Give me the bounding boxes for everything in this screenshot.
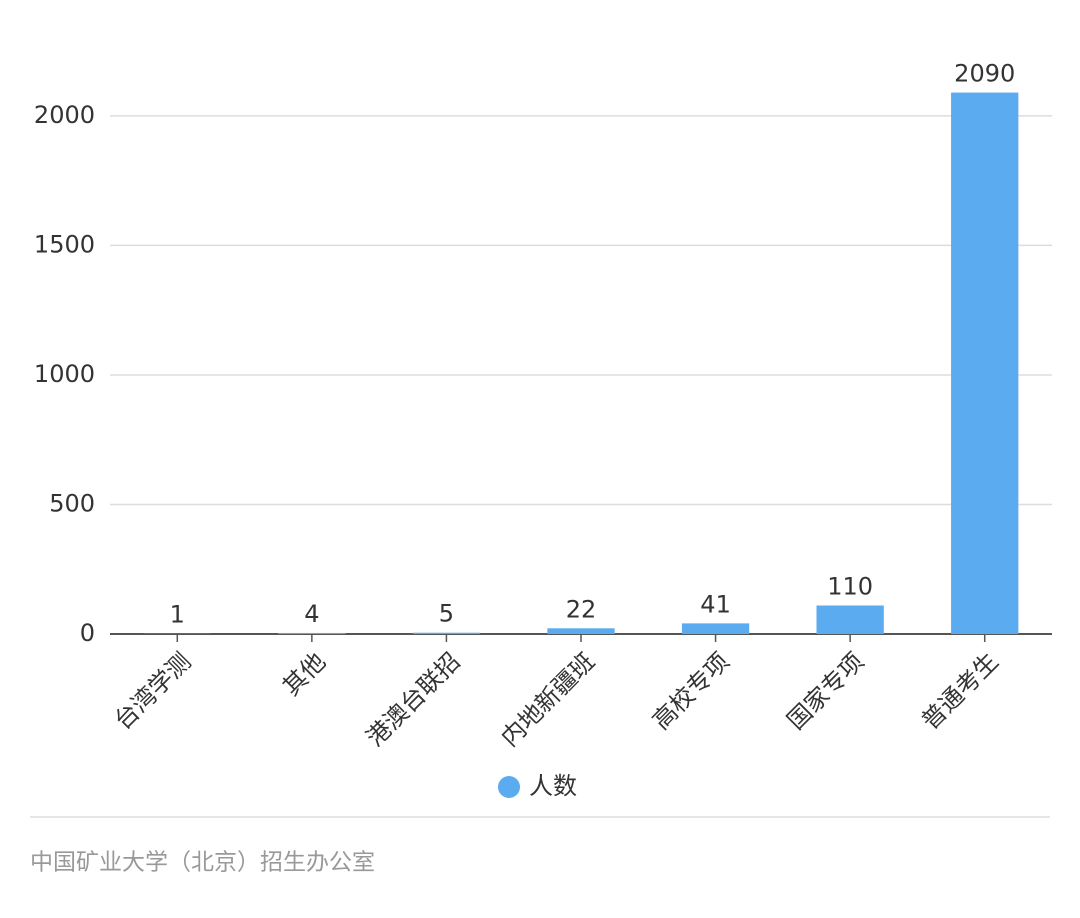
bar (412, 632, 481, 634)
bar (681, 623, 750, 634)
x-tick-label: 其他 (277, 647, 331, 701)
value-label: 5 (439, 600, 454, 628)
y-tick-label: 500 (49, 489, 95, 517)
value-label: 1 (170, 601, 185, 629)
y-tick-label: 1000 (34, 360, 95, 388)
bar (816, 605, 884, 634)
value-label: 22 (566, 595, 597, 623)
legend-label: 人数 (529, 772, 577, 800)
y-tick-label: 0 (80, 619, 95, 647)
x-tick-label: 国家专项 (782, 647, 870, 735)
value-label: 41 (700, 590, 731, 618)
bar (278, 632, 346, 634)
x-tick-label: 高校专项 (647, 647, 735, 735)
value-label: 110 (827, 573, 873, 601)
x-tick-label: 普通考生 (916, 647, 1004, 735)
x-tick-label: 港澳台联招 (361, 647, 466, 752)
value-label: 2090 (954, 60, 1015, 88)
x-tick-label: 内地新疆班 (496, 647, 601, 752)
bar (951, 92, 1019, 635)
y-tick-label: 2000 (34, 101, 95, 129)
legend-marker (498, 776, 520, 798)
bar (547, 628, 615, 634)
source: 中国矿业大学（北京）招生办公室 (30, 850, 375, 876)
x-tick-label: 台湾学测 (109, 647, 197, 735)
value-label: 4 (304, 600, 319, 628)
y-tick-label: 1500 (34, 230, 95, 258)
